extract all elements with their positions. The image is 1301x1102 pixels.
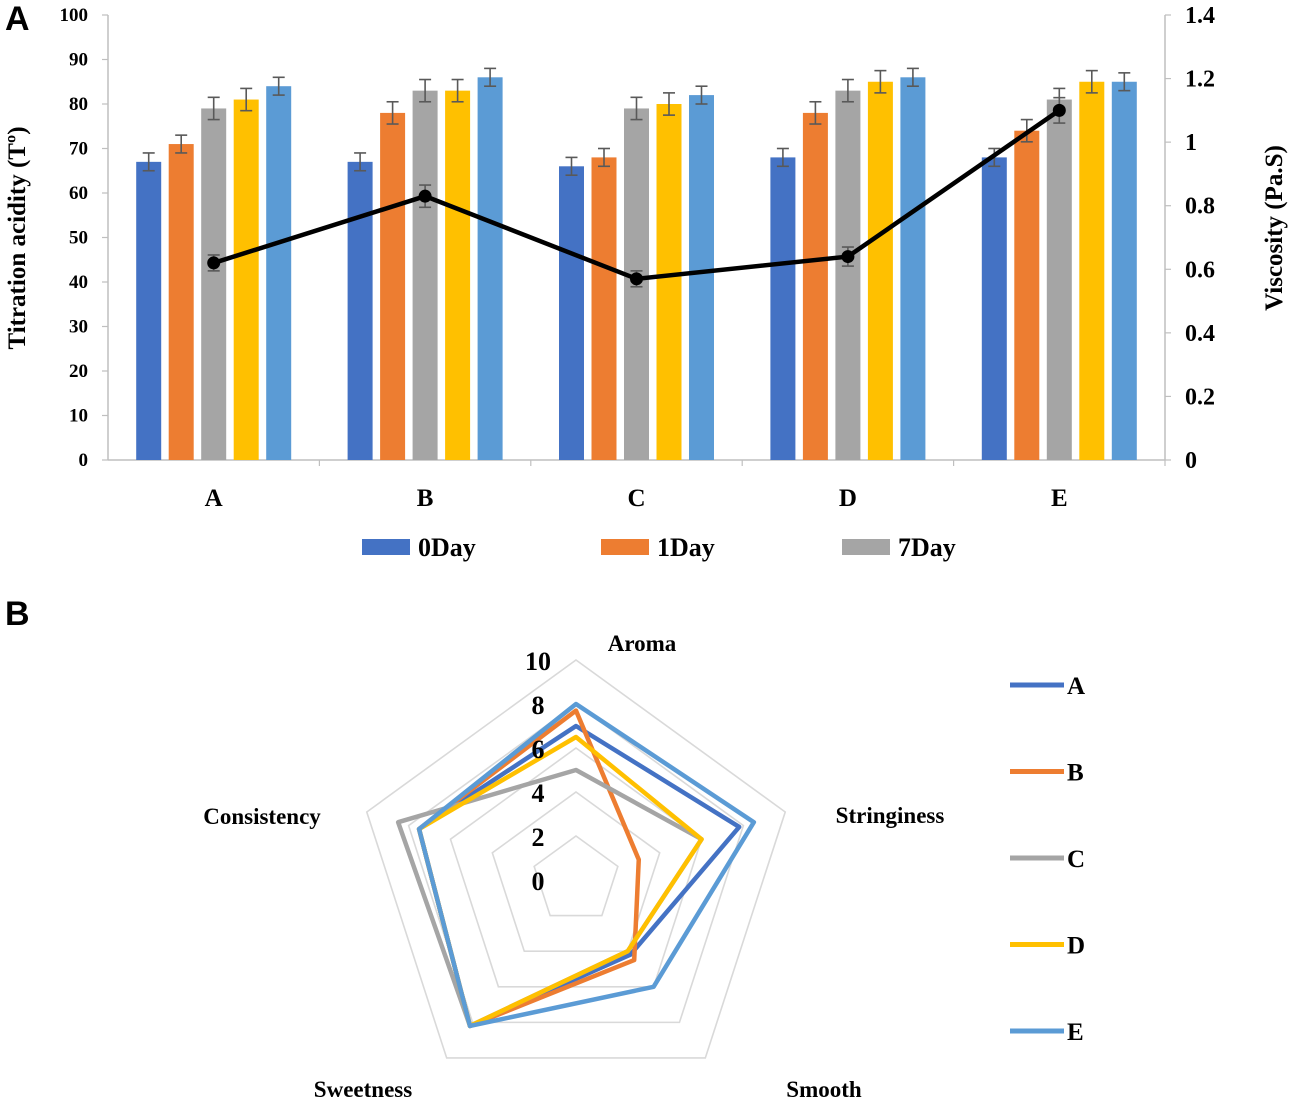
- bar: [347, 161, 373, 460]
- bar: [380, 112, 406, 461]
- viscosity-point: [841, 250, 855, 264]
- bar: [802, 112, 828, 461]
- bar: [1079, 81, 1105, 460]
- bar: [770, 157, 796, 460]
- radar-legend-label: C: [1067, 846, 1085, 873]
- y-tick-label: 80: [69, 94, 88, 115]
- x-tick-label: E: [1051, 485, 1068, 512]
- y-tick-label: 90: [69, 50, 88, 71]
- bar: [1014, 130, 1040, 460]
- radar-legend-label: E: [1067, 1019, 1084, 1046]
- legend-label: 1Day: [657, 533, 715, 562]
- bar: [266, 86, 292, 460]
- y2-tick-label: 0: [1185, 448, 1197, 474]
- legend-label: 0Day: [418, 533, 476, 562]
- radar-tick-label: 2: [532, 823, 545, 852]
- bar: [445, 90, 471, 461]
- bar: [1046, 99, 1072, 461]
- y-tick-label: 50: [69, 228, 88, 249]
- bar: [835, 90, 861, 461]
- radar-tick-label: 8: [532, 691, 545, 720]
- legend-swatch: [842, 539, 890, 555]
- y-axis-label: Titration acidity (Tº): [4, 126, 31, 349]
- y2-tick-label: 1.2: [1185, 67, 1215, 93]
- bar: [201, 108, 227, 460]
- x-tick-label: D: [839, 485, 857, 512]
- bar: [867, 81, 893, 460]
- legend-label: 7Day: [898, 533, 956, 562]
- radar-legend-label: B: [1067, 760, 1084, 787]
- bar: [591, 157, 617, 460]
- x-tick-label: B: [417, 485, 434, 512]
- radar-grid-ring: [533, 835, 619, 917]
- y2-axis-label: Viscosity (Pa.S): [1261, 145, 1288, 311]
- radar-legend-label: A: [1067, 673, 1085, 700]
- radar-series-line: [416, 701, 757, 1029]
- y-tick-label: 70: [69, 139, 88, 160]
- y-tick-label: 10: [69, 406, 88, 427]
- y-tick-label: 30: [69, 317, 88, 338]
- bar: [477, 77, 503, 461]
- y2-tick-label: 1: [1185, 130, 1197, 156]
- x-tick-label: A: [205, 485, 223, 512]
- y2-tick-label: 0.8: [1185, 194, 1215, 220]
- bar: [981, 157, 1007, 460]
- y-tick-label: 40: [69, 272, 88, 293]
- y-tick-label: 20: [69, 361, 88, 382]
- x-tick-label: C: [627, 485, 645, 512]
- panel-b-label: B: [5, 595, 30, 633]
- radar-grid-ring: [491, 791, 661, 952]
- bar: [656, 104, 682, 460]
- y2-tick-label: 0.2: [1185, 384, 1215, 410]
- bar-chart: 0 10 20 30 40 50 60 70 80 90 100 0 0.2 0.4 0.6 0.8 1 1.2 1…: [60, 3, 1216, 562]
- bar: [233, 99, 259, 461]
- viscosity-point: [207, 256, 221, 270]
- radar-series-line: [416, 734, 704, 1029]
- bar: [168, 144, 194, 461]
- bar: [689, 95, 714, 460]
- legend-swatch: [601, 539, 649, 555]
- viscosity-point: [1052, 103, 1066, 117]
- radar-grid-ring: [365, 659, 787, 1059]
- radar-tick-label: 10: [525, 647, 551, 676]
- bar: [412, 90, 438, 461]
- radar-axis-label: Stringiness: [836, 803, 945, 828]
- viscosity-point: [418, 189, 432, 203]
- radar-tick-label: 0: [532, 867, 545, 896]
- y-tick-label: 60: [69, 183, 88, 204]
- legend-swatch: [362, 539, 410, 555]
- y2-tick-label: 0.6: [1185, 257, 1215, 283]
- radar-tick-label: 6: [532, 735, 545, 764]
- bar: [559, 166, 584, 461]
- y2-tick-label: 0.4: [1185, 321, 1215, 347]
- radar-chart: 0 2 4 6 8 10 Aroma Stringiness Smooth Sweetness Co…: [203, 631, 1085, 1102]
- radar-grid-ring: [407, 703, 745, 1024]
- radar-axis-label: Sweetness: [314, 1077, 412, 1102]
- bar: [1111, 81, 1137, 460]
- radar-tick-label: 4: [532, 779, 545, 808]
- bar: [900, 77, 926, 461]
- radar-axis-label: Aroma: [608, 631, 677, 656]
- y-tick-label: 100: [60, 5, 89, 26]
- panel-a-label: A: [5, 0, 30, 38]
- y-tick-label: 0: [79, 450, 89, 471]
- radar-axis-label: Consistency: [203, 804, 321, 829]
- viscosity-point: [630, 272, 643, 286]
- y2-tick-label: 1.4: [1185, 3, 1215, 29]
- bar: [136, 161, 162, 460]
- radar-axis-label: Smooth: [786, 1077, 862, 1102]
- radar-legend-label: D: [1067, 933, 1085, 960]
